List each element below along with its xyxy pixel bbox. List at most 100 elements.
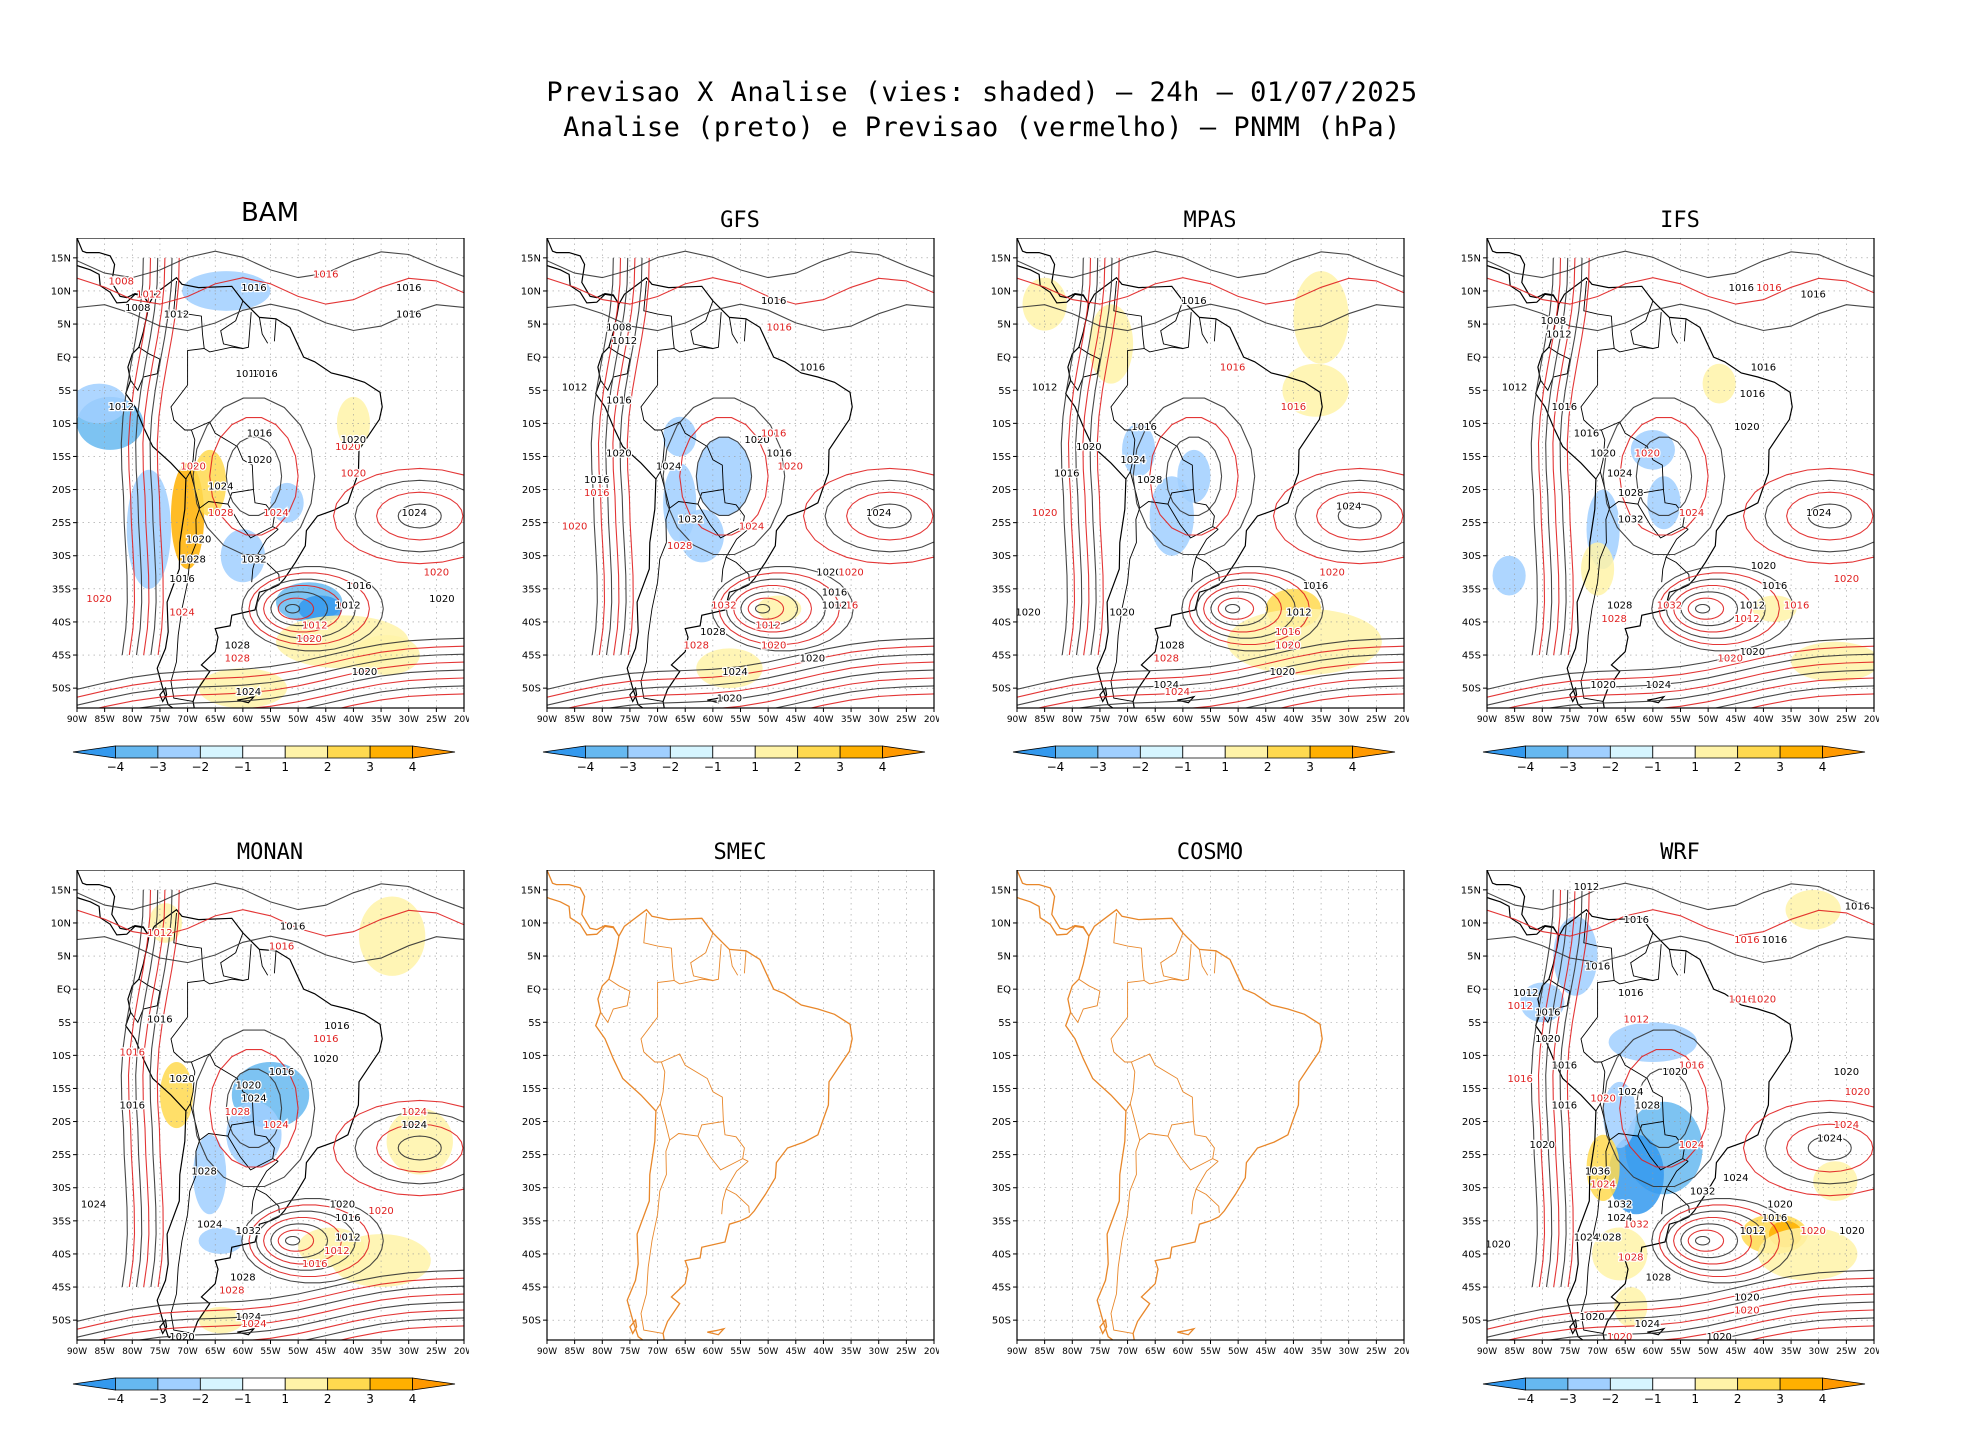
colorbar-tick-label: −1 bbox=[1174, 760, 1192, 774]
isobar-line bbox=[626, 257, 650, 656]
isobar-label: 1020 bbox=[236, 1080, 261, 1091]
isobar-label: 1028 bbox=[1154, 654, 1179, 665]
isobar-label: 1020 bbox=[1845, 1087, 1870, 1098]
lon-label: 70W bbox=[647, 1347, 667, 1357]
panel-title: COSMO bbox=[1176, 840, 1244, 865]
isobar-line bbox=[354, 1111, 464, 1185]
lon-label: 30W bbox=[869, 1347, 889, 1357]
bias-patch bbox=[1608, 1022, 1698, 1062]
country-border bbox=[1213, 318, 1217, 342]
lon-label: 90W bbox=[1477, 1347, 1497, 1357]
lat-label: EQ bbox=[997, 985, 1011, 996]
isobar-label: 1016 bbox=[280, 922, 305, 933]
lon-label: 60W bbox=[233, 715, 253, 725]
isobar-label: 1020 bbox=[341, 435, 366, 446]
isobar-label: 1024 bbox=[81, 1200, 106, 1211]
isobar-line bbox=[547, 303, 934, 332]
isobar-label: 1028 bbox=[219, 1286, 244, 1297]
isobar-label: 1020 bbox=[1032, 508, 1057, 519]
country-border bbox=[725, 1188, 750, 1213]
isobar-label: 1028 bbox=[1607, 601, 1632, 612]
colorbar-swatch bbox=[1482, 745, 1526, 759]
lon-label: 20W bbox=[1394, 715, 1409, 725]
country-border bbox=[640, 507, 671, 702]
graticule bbox=[547, 238, 934, 708]
isobar-line bbox=[1530, 257, 1554, 656]
colorbar-swatch bbox=[1267, 745, 1311, 759]
lat-label: 5N bbox=[997, 320, 1011, 331]
isobar-label: 1008 bbox=[109, 276, 134, 287]
isobar-line bbox=[846, 491, 934, 541]
panel-wrf: WRF 1012 1016 1016 1016 1016 1016 1016 1012 1012… bbox=[1445, 840, 1915, 1406]
lat-label: 15S bbox=[992, 452, 1011, 463]
lat-label: 35S bbox=[1462, 584, 1481, 595]
colorbar-swatch bbox=[585, 745, 629, 759]
isobar-line bbox=[1786, 1123, 1874, 1173]
continent-outline bbox=[595, 276, 853, 708]
graticule bbox=[77, 238, 464, 708]
isobar-line bbox=[338, 693, 464, 708]
country-border bbox=[1113, 912, 1145, 1017]
isobar-line bbox=[1181, 566, 1324, 652]
isobar-line bbox=[1017, 250, 1404, 279]
isobar-label: 1024 bbox=[1646, 680, 1671, 691]
isobar-line bbox=[725, 578, 826, 639]
isobar-label: 1016 bbox=[241, 283, 266, 294]
colorbar-swatch bbox=[1525, 745, 1569, 759]
isobar-line bbox=[1545, 257, 1569, 656]
isobar-label: 1028 bbox=[225, 640, 250, 651]
isobar-label: 1016 bbox=[1618, 988, 1643, 999]
isobar-label: 1020 bbox=[330, 1200, 355, 1211]
isobar-line bbox=[1537, 257, 1562, 656]
lon-label: 60W bbox=[1173, 1347, 1193, 1357]
isobar-line bbox=[711, 566, 854, 652]
isobar-label: 1020 bbox=[424, 568, 449, 579]
isobar-line bbox=[1316, 491, 1404, 541]
isobar-line bbox=[332, 1099, 464, 1197]
lon-label: 35W bbox=[371, 1347, 391, 1357]
colorbar-swatch bbox=[412, 1377, 456, 1391]
country-border bbox=[1160, 932, 1192, 981]
lat-label: 5S bbox=[1468, 386, 1481, 397]
colorbar-swatch bbox=[1567, 1377, 1611, 1391]
isobar-line bbox=[1807, 503, 1852, 529]
isobar-line bbox=[248, 572, 370, 646]
isobar-line bbox=[1060, 257, 1084, 656]
island-outline bbox=[1099, 686, 1108, 703]
bias-patch bbox=[1785, 889, 1841, 930]
lon-label: 35W bbox=[1781, 1347, 1801, 1357]
lat-label: 25S bbox=[522, 518, 541, 529]
island-outline bbox=[707, 1327, 726, 1336]
lat-label: 15S bbox=[52, 1084, 71, 1095]
country-border bbox=[1637, 1121, 1685, 1171]
isobar-line bbox=[284, 603, 301, 614]
isobar-label: 1032 bbox=[236, 1226, 261, 1237]
lon-label: 70W bbox=[177, 715, 197, 725]
isobar-line bbox=[135, 257, 159, 656]
lat-label: 30S bbox=[522, 1183, 541, 1194]
lon-label: 20W bbox=[454, 715, 469, 725]
isobar-line bbox=[740, 591, 799, 627]
isobar-line bbox=[1657, 1309, 1874, 1340]
isobar-line bbox=[120, 889, 144, 1288]
isobar-label: 1020 bbox=[1767, 1200, 1792, 1211]
isobar-label: 1024 bbox=[656, 462, 681, 473]
country-border bbox=[1110, 507, 1141, 702]
colorbar-tick-label: 3 bbox=[1306, 760, 1314, 774]
lon-label: 80W bbox=[592, 715, 612, 725]
isobar-label: 1016 bbox=[1507, 1074, 1532, 1085]
isobar-label: 1020 bbox=[1270, 667, 1295, 678]
map-area: 1016 1016 1016 1008 1012 1016 1012 1016 1016 1020… bbox=[1449, 238, 1879, 728]
bias-patch bbox=[1608, 1134, 1664, 1215]
lat-label: 20S bbox=[1462, 485, 1481, 496]
country-border bbox=[258, 949, 269, 976]
bias-patch bbox=[1614, 1287, 1648, 1327]
lon-label: 25W bbox=[1836, 1347, 1856, 1357]
isobar-line bbox=[77, 645, 464, 698]
isobar-label: 1020 bbox=[1662, 1067, 1687, 1078]
isobar-line bbox=[1552, 257, 1576, 656]
isobar-line bbox=[1713, 685, 1874, 708]
isobar-line bbox=[142, 889, 166, 1288]
isobar-line bbox=[1658, 572, 1780, 646]
